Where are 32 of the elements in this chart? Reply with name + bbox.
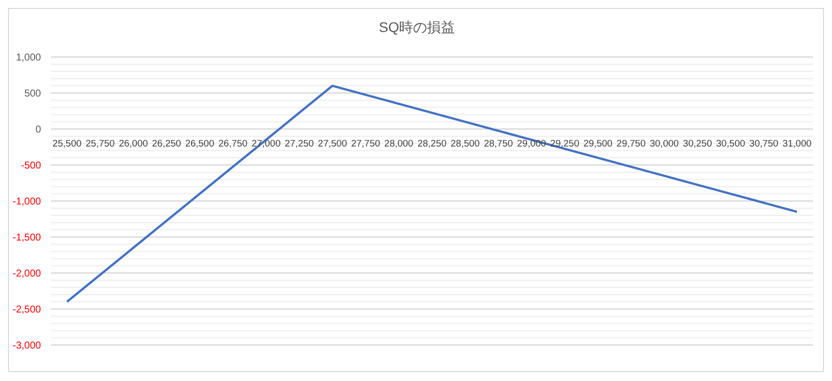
y-tick-label: -3,000 [12,340,42,352]
y-tick-label: -1,000 [12,196,42,208]
x-tick-label: 29,500 [583,138,612,150]
x-tick-label: 30,750 [749,138,778,150]
x-tick-label: 26,500 [185,138,214,150]
x-tick-label: 25,750 [86,138,115,150]
x-tick-label: 28,500 [450,138,480,150]
x-tick-label: 31,000 [782,138,812,150]
x-tick-label: 26,000 [118,138,148,150]
x-tick-label: 27,500 [318,138,347,150]
y-tick-label: -500 [20,160,42,172]
x-tick-label: 26,750 [218,138,248,150]
x-tick-label: 30,250 [682,138,712,150]
y-tick-label: 1,000 [16,52,42,64]
y-tick-label: -2,000 [12,268,42,280]
x-tick-label: 25,500 [52,138,82,150]
x-tick-label: 30,000 [650,138,679,150]
x-tick-label: 29,750 [616,138,646,150]
y-tick-label: -2,500 [12,304,42,316]
y-tick-label: 500 [24,88,42,100]
y-tick-label: -1,500 [12,232,42,244]
x-tick-label: 29,250 [550,138,580,150]
x-tick-label: 27,750 [351,138,380,150]
x-tick-label: 29,000 [517,138,546,150]
x-tick-label: 28,750 [484,138,513,150]
y-tick-label: 0 [35,124,42,136]
x-tick-label: 27,250 [284,138,314,150]
chart-title: SQ時の損益 [378,19,456,37]
x-tick-label: 28,250 [417,138,447,150]
x-tick-label: 26,250 [152,138,182,150]
x-tick-label: 28,000 [384,138,414,150]
x-tick-label: 30,500 [716,138,746,150]
